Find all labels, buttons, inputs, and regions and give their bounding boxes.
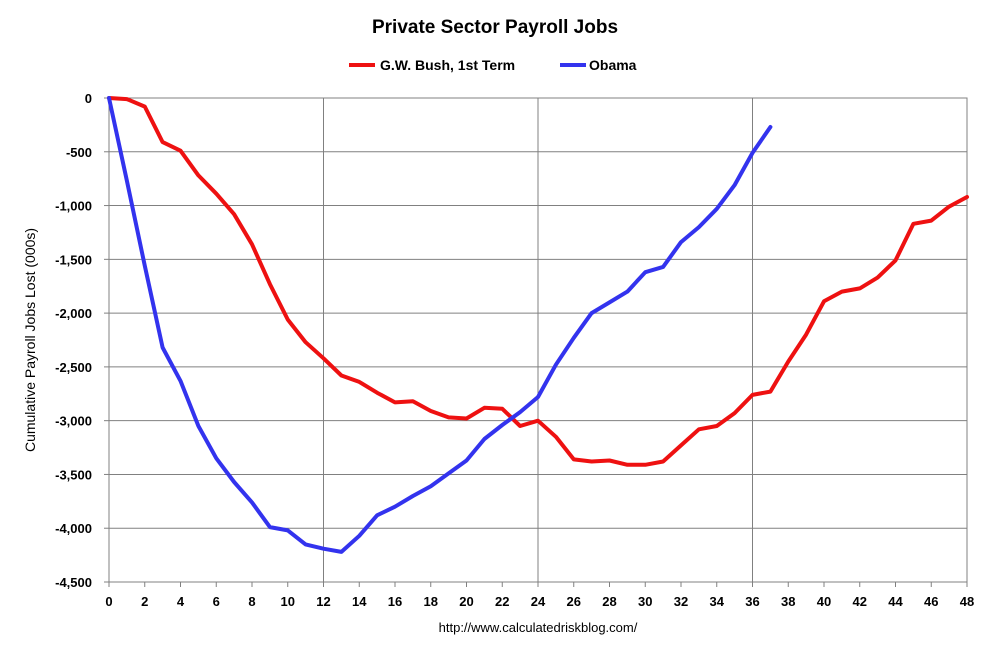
y-tick-label: -2,500 [55, 360, 92, 375]
x-tick-label: 44 [888, 594, 903, 609]
legend: G.W. Bush, 1st Term Obama [349, 57, 637, 73]
x-tick-label: 4 [177, 594, 185, 609]
series-lines [107, 96, 969, 554]
x-tick-label: 8 [248, 594, 255, 609]
x-tick-label: 34 [710, 594, 725, 609]
x-tick-label: 28 [602, 594, 616, 609]
source-url: http://www.calculatedriskblog.com/ [439, 620, 638, 635]
x-tick-label: 42 [853, 594, 867, 609]
series-line-obama [107, 96, 773, 554]
x-tick-label: 40 [817, 594, 831, 609]
y-tick-label: -2,000 [55, 306, 92, 321]
x-tick-label: 32 [674, 594, 688, 609]
y-tick-label: -1,500 [55, 252, 92, 267]
x-tick-label: 2 [141, 594, 148, 609]
x-tick-label: 38 [781, 594, 795, 609]
x-tick-label: 36 [745, 594, 759, 609]
y-tick-label: -3,000 [55, 414, 92, 429]
series-line-bush [107, 96, 969, 467]
y-tick-label: 0 [85, 91, 92, 106]
x-tick-label: 12 [316, 594, 330, 609]
x-tick-label: 14 [352, 594, 367, 609]
x-tick-label: 48 [960, 594, 974, 609]
x-tick-label: 18 [424, 594, 438, 609]
legend-label-bush: G.W. Bush, 1st Term [380, 57, 515, 73]
x-tick-label: 20 [459, 594, 473, 609]
x-tick-label: 6 [213, 594, 220, 609]
x-tick-label: 16 [388, 594, 402, 609]
y-axis-title: Cumulative Payroll Jobs Lost (000s) [22, 228, 38, 452]
legend-label-obama: Obama [589, 57, 637, 73]
y-tick-label: -4,000 [55, 521, 92, 536]
vertical-gridlines [323, 98, 753, 582]
y-axis: 0 -500 -1,000 -1,500 -2,000 -2,500 -3,000 -3,50… [55, 91, 109, 590]
x-tick-label: 30 [638, 594, 652, 609]
y-tick-label: -3,500 [55, 467, 92, 482]
y-tick-label: -500 [66, 145, 92, 160]
x-tick-label: 24 [531, 594, 546, 609]
x-tick-label: 22 [495, 594, 509, 609]
x-tick-label: 46 [924, 594, 938, 609]
y-tick-label: -1,000 [55, 199, 92, 214]
x-tick-label: 10 [281, 594, 295, 609]
y-tick-label: -4,500 [55, 575, 92, 590]
x-axis: 0 2 4 6 8 10 12 14 16 18 20 22 24 26 28 30 32 34 36 38 40 42 4… [105, 582, 974, 609]
chart-title: Private Sector Payroll Jobs [372, 17, 618, 38]
x-tick-label: 26 [567, 594, 581, 609]
x-tick-label: 0 [105, 594, 112, 609]
